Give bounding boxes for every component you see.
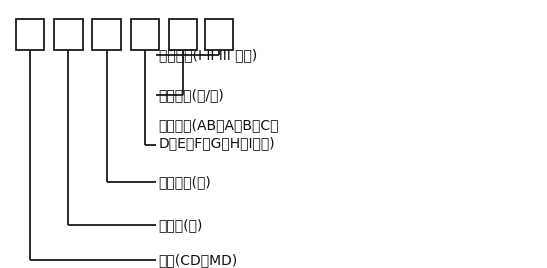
Bar	[131, 20, 159, 50]
Text: 型号(CD、MD): 型号(CD、MD)	[159, 253, 238, 267]
Bar	[16, 20, 44, 50]
Bar	[92, 20, 121, 50]
Text: 起重量(吨): 起重量(吨)	[159, 218, 203, 232]
Text: 起升高度(米): 起升高度(米)	[159, 175, 211, 189]
Bar	[169, 20, 197, 50]
Text: 运行速度(米/分): 运行速度(米/分)	[159, 88, 224, 102]
Bar	[54, 20, 83, 50]
Bar	[205, 20, 233, 50]
Text: 配套型式(I II III 表示): 配套型式(I II III 表示)	[159, 48, 257, 62]
Text: 结构型式(AB、A、B、C、
D、E、F、G、H、I表示): 结构型式(AB、A、B、C、 D、E、F、G、H、I表示)	[159, 118, 279, 150]
